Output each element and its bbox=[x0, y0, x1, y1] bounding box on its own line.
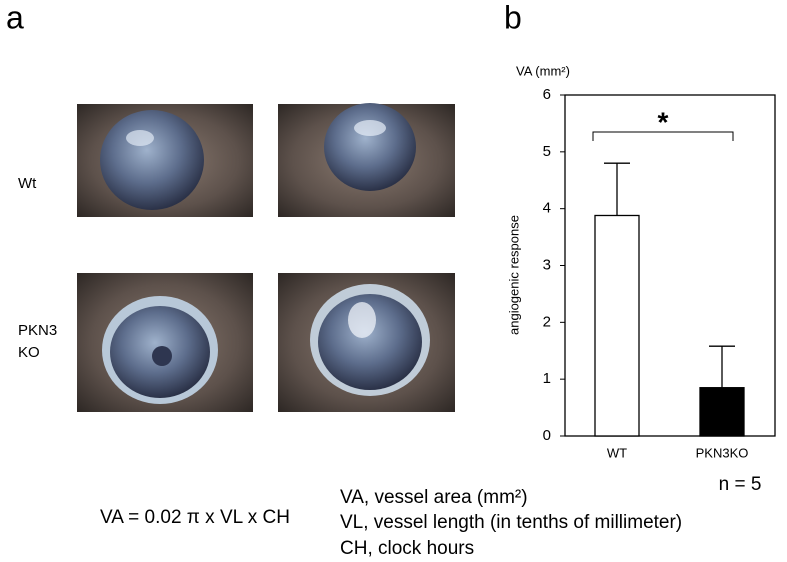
photo bbox=[278, 103, 455, 217]
y-tick-label: 4 bbox=[543, 200, 551, 217]
y-tick-label: 6 bbox=[543, 86, 551, 103]
y-label: angiogenic response bbox=[506, 215, 521, 335]
photo bbox=[278, 273, 455, 412]
y-tick-label: 5 bbox=[543, 143, 551, 160]
row-label: KO bbox=[18, 344, 40, 361]
bar bbox=[594, 214, 640, 437]
y-tick-label: 0 bbox=[543, 427, 551, 444]
definition: CH, clock hours bbox=[340, 538, 474, 559]
formula: VA = 0.02 π x VL x CH bbox=[100, 507, 290, 528]
note: n = 5 bbox=[719, 474, 762, 495]
bar bbox=[699, 387, 745, 437]
definition: VL, vessel length (in tenths of millimet… bbox=[340, 512, 682, 533]
definition: VA, vessel area (mm²) bbox=[340, 487, 528, 508]
row-label: Wt bbox=[18, 175, 37, 192]
y-axis-title: VA (mm²) bbox=[516, 63, 570, 78]
significance-label: * bbox=[658, 106, 669, 137]
panel-label: b bbox=[504, 0, 522, 35]
y-tick-label: 1 bbox=[543, 370, 551, 387]
y-tick-label: 3 bbox=[543, 256, 551, 273]
photo bbox=[77, 273, 253, 412]
plot: 0 1 2 3 4 5 6 WT PKN3KO * bbox=[543, 86, 776, 460]
x-tick-label: WT bbox=[607, 445, 627, 460]
y-tick-label: 2 bbox=[543, 313, 551, 330]
x-tick-label: PKN3KO bbox=[696, 445, 749, 460]
panel-label: a bbox=[6, 0, 24, 35]
significance-bracket bbox=[592, 131, 734, 141]
photo bbox=[77, 104, 253, 217]
row-label: PKN3 bbox=[18, 322, 57, 339]
